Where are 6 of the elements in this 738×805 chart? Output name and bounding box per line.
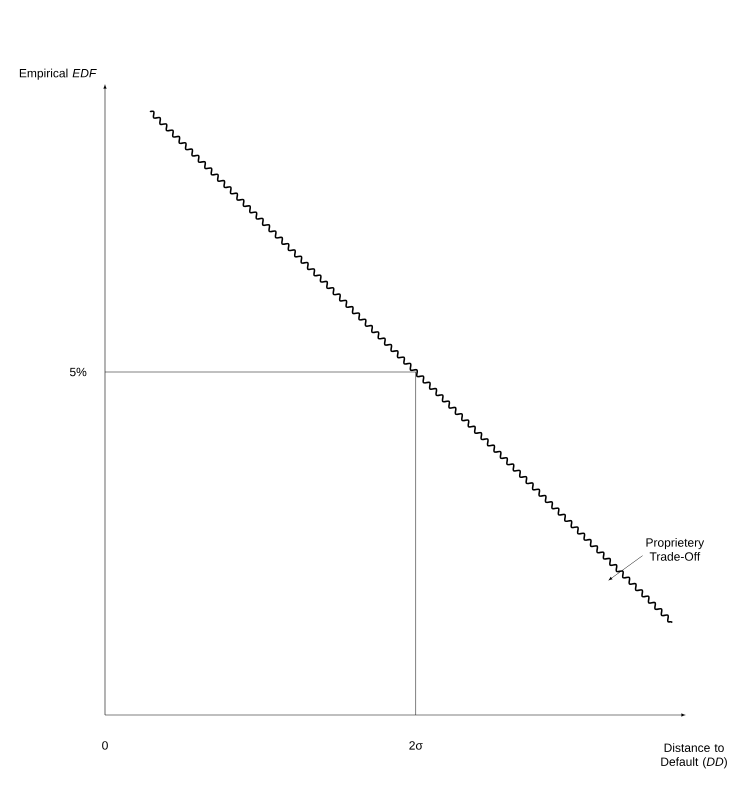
- x-tick-label: 0: [102, 741, 108, 750]
- annotation: Proprietery Trade-Off: [646, 538, 704, 561]
- x-tick-label: 2σ: [409, 741, 423, 750]
- text: 5%: [70, 368, 86, 376]
- y-axis-title: Empirical EDF: [20, 68, 97, 80]
- x-axis-title: Distance to Default (DD): [661, 743, 727, 768]
